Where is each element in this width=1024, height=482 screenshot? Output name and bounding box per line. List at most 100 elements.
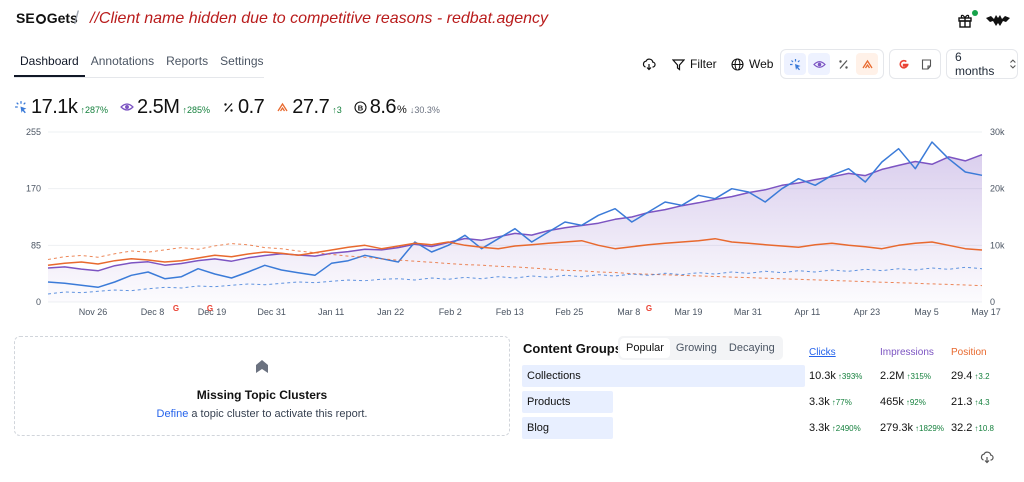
series-impressions-area — [48, 154, 982, 302]
cell-position: 32.2 ↑10.8 — [951, 422, 994, 434]
x-tick-label: Mar 31 — [734, 307, 762, 317]
main-tabs: Dashboard Annotations Reports Settings — [14, 50, 264, 78]
metric-toggle-group — [780, 49, 884, 79]
x-tick-label: Apr 11 — [794, 307, 820, 317]
cell-clicks: 3.3k ↑77% — [809, 396, 852, 408]
content-group-bar — [522, 365, 805, 387]
x-tick-label: Feb 2 — [439, 307, 462, 317]
series-position-line — [47, 237, 983, 267]
clicks-icon — [15, 101, 27, 114]
bat-avatar-icon[interactable] — [985, 10, 1011, 32]
metric-ctr[interactable]: 0.7 — [222, 96, 265, 119]
google-update-marker-icon: G — [173, 304, 179, 313]
logo-text-b: Gets — [46, 10, 78, 26]
metric-impressions[interactable]: 2.5M ↑285% — [120, 96, 210, 119]
series-impressions_prev-line — [47, 243, 983, 287]
column-impressions[interactable]: Impressions — [880, 347, 934, 358]
x-tick-label: Mar 19 — [674, 307, 702, 317]
date-range-select[interactable]: 6 months — [946, 49, 1018, 79]
content-group-bar — [522, 417, 613, 439]
brand-delta: ↓30.3% — [409, 105, 440, 115]
tab-annotations[interactable]: Annotations — [90, 54, 155, 68]
app-logo[interactable]: SE Gets — [16, 10, 78, 26]
note-icon — [921, 58, 932, 70]
cell-clicks: 10.3k ↑393% — [809, 370, 863, 382]
x-tick-label: Feb 13 — [496, 307, 524, 317]
toggle-google[interactable] — [893, 53, 914, 75]
toggle-notes[interactable] — [916, 53, 937, 75]
google-icon — [899, 59, 909, 69]
x-tick-label: Dec 8 — [141, 307, 165, 317]
metric-clicks[interactable]: 17.1k ↑287% — [14, 96, 108, 119]
metric-position[interactable]: 27.7 ↑3 — [276, 96, 342, 119]
define-link[interactable]: Define — [156, 408, 189, 420]
tab-dashboard[interactable]: Dashboard — [14, 50, 85, 77]
topic-clusters-title: Missing Topic Clusters — [196, 388, 328, 402]
content-group-bar — [522, 391, 613, 413]
tab-growing[interactable]: Growing — [675, 342, 717, 354]
cell-position: 29.4 ↑3.2 — [951, 370, 990, 382]
breadcrumb-separator: / — [74, 8, 80, 28]
content-group-name[interactable]: Blog — [527, 422, 550, 434]
source-toggle-group — [889, 49, 941, 79]
eye-icon — [120, 103, 134, 111]
topic-clusters-rest: a topic cluster to activate this report. — [188, 408, 368, 420]
brand-icon: B — [354, 101, 367, 114]
web-label: Web — [749, 57, 774, 71]
y-left-tick-label: 85 — [31, 240, 41, 250]
svg-text:B: B — [358, 103, 364, 112]
filter-button[interactable]: Filter — [672, 57, 717, 71]
brand-value: 8.6 — [369, 96, 397, 118]
position-value: 27.7 — [292, 96, 330, 118]
series-impressions-line — [47, 153, 983, 272]
y-left-tick-label: 255 — [26, 127, 41, 137]
clicks-value: 17.1k — [31, 96, 78, 118]
google-update-marker-icon: G — [207, 304, 213, 313]
tab-decaying[interactable]: Decaying — [728, 342, 775, 354]
notification-dot — [972, 10, 978, 16]
cell-clicks: 3.3k ↑2490% — [809, 422, 861, 434]
y-left-tick-label: 170 — [26, 184, 41, 194]
x-tick-label: Jan 22 — [377, 307, 404, 317]
column-position[interactable]: Position — [951, 347, 987, 358]
column-clicks[interactable]: Clicks — [809, 347, 836, 358]
clicks-icon — [789, 58, 800, 70]
performance-chart[interactable]: 255 170 85 0 30k 20k 10k 0 Nov 26 Dec 8 Dec 19 Dec … — [0, 122, 1024, 322]
globe-icon — [731, 57, 744, 71]
toggle-ctr[interactable] — [832, 53, 854, 75]
percent-icon — [838, 59, 848, 69]
tab-settings[interactable]: Settings — [220, 54, 264, 68]
download-button[interactable] — [642, 52, 656, 76]
topic-clusters-message: Define a topic cluster to activate this … — [15, 408, 509, 420]
client-note: //Client name hidden due to competitive … — [90, 10, 549, 27]
series-clicks_prev-line — [47, 266, 983, 295]
y-left-tick-label: 0 — [36, 297, 41, 307]
metric-brand[interactable]: B 8.6 % ↓30.3% — [354, 96, 440, 119]
position-icon — [277, 102, 288, 112]
chevron-updown-icon — [1010, 59, 1016, 69]
x-tick-label: Jan 11 — [318, 307, 344, 317]
gift-icon[interactable] — [957, 12, 973, 28]
toggle-position[interactable] — [856, 53, 878, 75]
metrics-row: 17.1k ↑287% 2.5M ↑285% 0.7 27.7 ↑3 B 8.6… — [14, 96, 452, 119]
toggle-impressions[interactable] — [808, 53, 830, 75]
filter-icon — [672, 58, 685, 71]
cloud-download-icon[interactable] — [980, 450, 994, 464]
cell-impressions: 2.2M ↑315% — [880, 370, 931, 382]
cell-position: 21.3 ↑4.3 — [951, 396, 990, 408]
toggle-clicks[interactable] — [784, 53, 806, 75]
google-update-marker-icon: G — [646, 304, 652, 313]
tab-popular[interactable]: Popular — [620, 338, 670, 358]
cell-impressions: 279.3k ↑1829% — [880, 422, 944, 434]
position-icon — [861, 59, 873, 68]
clicks-delta: ↑287% — [80, 105, 108, 115]
content-group-name[interactable]: Collections — [527, 370, 581, 382]
content-group-name[interactable]: Products — [527, 396, 571, 408]
web-search-type-button[interactable]: Web — [731, 57, 773, 71]
tab-reports[interactable]: Reports — [166, 54, 209, 68]
content-groups-tabs: Popular Growing Decaying — [618, 336, 783, 360]
x-tick-label: Feb 25 — [555, 307, 583, 317]
x-tick-label: Apr 23 — [854, 307, 881, 317]
cloud-download-icon — [642, 58, 656, 71]
cell-impressions: 465k ↑92% — [880, 396, 926, 408]
